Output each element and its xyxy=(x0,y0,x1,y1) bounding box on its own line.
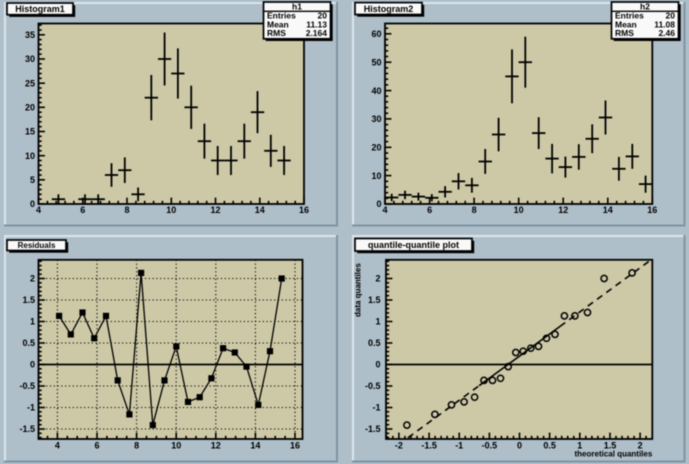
svg-text:6: 6 xyxy=(427,205,432,215)
svg-text:-1: -1 xyxy=(27,403,35,413)
svg-text:20: 20 xyxy=(318,10,328,20)
svg-text:0: 0 xyxy=(30,360,35,370)
svg-text:4: 4 xyxy=(382,205,387,215)
svg-text:16: 16 xyxy=(290,441,300,451)
svg-text:4: 4 xyxy=(36,205,41,215)
svg-text:1: 1 xyxy=(577,441,582,451)
svg-text:-0.5: -0.5 xyxy=(19,381,35,391)
svg-text:Residuals: Residuals xyxy=(18,241,56,250)
svg-text:20: 20 xyxy=(666,10,676,20)
svg-text:20: 20 xyxy=(25,103,35,113)
svg-text:10: 10 xyxy=(25,151,35,161)
svg-text:8: 8 xyxy=(472,205,477,215)
svg-text:0.5: 0.5 xyxy=(22,338,35,348)
svg-text:Entries: Entries xyxy=(267,10,296,20)
svg-text:12: 12 xyxy=(558,205,568,215)
svg-text:11.13: 11.13 xyxy=(306,19,327,29)
svg-text:2.164: 2.164 xyxy=(306,28,328,38)
svg-text:16: 16 xyxy=(647,205,657,215)
svg-text:10: 10 xyxy=(371,171,381,181)
svg-text:8: 8 xyxy=(124,205,129,215)
svg-text:0: 0 xyxy=(517,441,522,451)
svg-text:0.5: 0.5 xyxy=(543,441,556,451)
svg-text:-1: -1 xyxy=(372,403,380,413)
svg-text:5: 5 xyxy=(30,175,35,185)
svg-text:35: 35 xyxy=(25,30,35,40)
svg-text:20: 20 xyxy=(371,143,381,153)
svg-text:12: 12 xyxy=(210,205,220,215)
svg-text:-0.5: -0.5 xyxy=(482,441,498,451)
svg-text:1.5: 1.5 xyxy=(604,441,617,451)
svg-text:14: 14 xyxy=(603,205,613,215)
svg-text:14: 14 xyxy=(255,205,265,215)
svg-text:10: 10 xyxy=(166,205,176,215)
svg-text:8: 8 xyxy=(134,441,139,451)
svg-text:data quantiles: data quantiles xyxy=(354,263,363,317)
svg-text:-0.5: -0.5 xyxy=(365,381,381,391)
svg-text:10: 10 xyxy=(171,441,181,451)
svg-text:-1.5: -1.5 xyxy=(365,424,381,434)
svg-text:Mean: Mean xyxy=(267,19,289,29)
svg-text:16: 16 xyxy=(299,205,309,215)
svg-text:-1.5: -1.5 xyxy=(19,424,35,434)
svg-text:1.5: 1.5 xyxy=(368,295,381,305)
svg-text:0: 0 xyxy=(30,199,35,209)
svg-text:0.5: 0.5 xyxy=(368,338,381,348)
svg-text:12: 12 xyxy=(211,441,221,451)
svg-text:40: 40 xyxy=(371,86,381,96)
svg-text:50: 50 xyxy=(371,57,381,67)
svg-text:2: 2 xyxy=(638,441,643,451)
svg-text:Histogram2: Histogram2 xyxy=(364,4,414,14)
svg-text:1: 1 xyxy=(375,317,380,327)
svg-text:2: 2 xyxy=(375,274,380,284)
svg-text:60: 60 xyxy=(371,29,381,39)
svg-text:Mean: Mean xyxy=(615,19,637,29)
svg-text:theoretical quantiles: theoretical quantiles xyxy=(575,450,653,459)
svg-text:6: 6 xyxy=(94,441,99,451)
svg-text:15: 15 xyxy=(25,127,35,137)
svg-text:30: 30 xyxy=(371,114,381,124)
svg-text:11.08: 11.08 xyxy=(654,19,675,29)
svg-text:h1: h1 xyxy=(292,2,302,12)
svg-text:h2: h2 xyxy=(640,2,650,12)
svg-text:2.46: 2.46 xyxy=(658,28,675,38)
svg-text:-1: -1 xyxy=(455,441,463,451)
svg-text:quantile-quantile plot: quantile-quantile plot xyxy=(368,240,459,250)
svg-text:0: 0 xyxy=(376,199,381,209)
svg-text:Histogram1: Histogram1 xyxy=(15,4,65,14)
svg-text:0: 0 xyxy=(375,360,380,370)
svg-text:RMS: RMS xyxy=(267,28,286,38)
svg-text:1: 1 xyxy=(30,317,35,327)
svg-text:25: 25 xyxy=(25,78,35,88)
svg-text:6: 6 xyxy=(80,205,85,215)
svg-text:14: 14 xyxy=(250,441,260,451)
svg-text:4: 4 xyxy=(55,441,60,451)
svg-text:30: 30 xyxy=(25,54,35,64)
svg-text:Entries: Entries xyxy=(615,10,644,20)
svg-text:10: 10 xyxy=(514,205,524,215)
svg-text:RMS: RMS xyxy=(615,28,634,38)
svg-text:-1.5: -1.5 xyxy=(421,441,437,451)
svg-text:1.5: 1.5 xyxy=(22,295,35,305)
svg-text:2: 2 xyxy=(30,274,35,284)
svg-text:-2: -2 xyxy=(395,441,403,451)
